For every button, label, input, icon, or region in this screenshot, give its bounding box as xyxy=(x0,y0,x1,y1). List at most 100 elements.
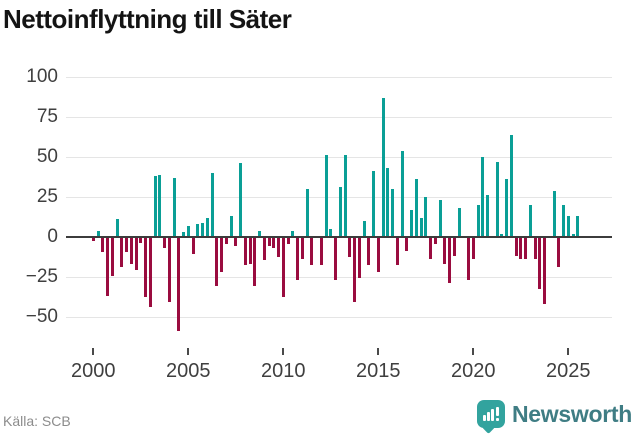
bar-negative xyxy=(367,238,371,266)
bar-negative xyxy=(538,238,542,290)
bar-negative xyxy=(524,238,528,259)
bar-negative xyxy=(253,238,257,286)
bar-positive xyxy=(153,176,157,237)
newsworthy-logo[interactable]: Newsworthy xyxy=(477,400,631,434)
bar-positive xyxy=(343,155,347,237)
icon-exclamation-dot xyxy=(496,418,499,421)
bar-positive xyxy=(391,189,395,237)
bar-positive xyxy=(476,205,480,237)
y-gridline xyxy=(66,276,612,278)
bar-negative xyxy=(272,238,276,248)
bar-positive xyxy=(481,157,485,237)
bar-positive xyxy=(239,163,243,237)
bar-negative xyxy=(471,238,475,259)
bar-positive xyxy=(372,171,376,237)
y-axis-label: −50 xyxy=(25,306,58,327)
bar-negative xyxy=(243,238,247,266)
bar-negative xyxy=(139,238,143,243)
bar-negative xyxy=(224,238,228,245)
icon-bar-small xyxy=(483,415,486,421)
bar-positive xyxy=(229,216,233,237)
bar-positive xyxy=(205,217,209,237)
bar-negative xyxy=(376,238,380,272)
bar-positive xyxy=(438,200,442,237)
bar-positive xyxy=(329,229,333,237)
bar-negative xyxy=(429,238,433,259)
bar-positive xyxy=(338,187,342,237)
bar-positive xyxy=(182,232,186,237)
bar-positive xyxy=(400,150,404,237)
bar-negative xyxy=(319,238,323,266)
bar-negative xyxy=(120,238,124,267)
bar-positive xyxy=(410,209,414,237)
bar-negative xyxy=(443,238,447,264)
bar-positive xyxy=(571,233,575,237)
bar-negative xyxy=(191,238,195,254)
x-axis-tick xyxy=(567,348,570,355)
bar-negative xyxy=(110,238,114,277)
y-axis-label: 50 xyxy=(36,146,58,167)
bar-negative xyxy=(134,238,138,270)
bar-negative xyxy=(144,238,148,298)
bar-positive xyxy=(457,208,461,237)
bar-negative xyxy=(101,238,105,253)
bar-negative xyxy=(300,238,304,259)
bar-negative xyxy=(348,238,352,258)
bar-negative xyxy=(220,238,224,272)
bar-positive xyxy=(528,205,532,237)
bar-positive xyxy=(305,189,309,237)
bar-negative xyxy=(467,238,471,280)
bar-positive xyxy=(210,173,214,237)
bar-negative xyxy=(448,238,452,283)
newsworthy-wordmark: Newsworthy xyxy=(512,401,631,427)
x-axis-tick xyxy=(187,348,190,355)
bar-negative xyxy=(167,238,171,302)
bar-positive xyxy=(381,97,385,237)
icon-bubble-tail xyxy=(482,421,495,434)
bar-negative xyxy=(514,238,518,256)
bar-negative xyxy=(533,238,537,259)
bar-negative xyxy=(234,238,238,246)
x-axis-label: 2025 xyxy=(546,360,591,382)
bar-chart-bubble-icon xyxy=(477,400,505,434)
x-axis-label: 2020 xyxy=(451,360,496,382)
y-axis-label: 100 xyxy=(26,66,58,87)
bar-positive xyxy=(414,179,418,237)
bar-negative xyxy=(286,238,290,245)
y-axis-label: 0 xyxy=(47,226,58,247)
x-axis-tick xyxy=(282,348,285,355)
source-credit: Källa: SCB xyxy=(3,413,71,429)
bar-negative xyxy=(433,238,437,245)
bar-positive xyxy=(419,217,423,237)
bar-negative xyxy=(543,238,547,304)
y-axis-label: 25 xyxy=(36,186,58,207)
bar-negative xyxy=(248,238,252,264)
bar-negative xyxy=(125,238,129,253)
bar-positive xyxy=(424,197,428,237)
bar-negative xyxy=(334,238,338,280)
x-axis-label: 2010 xyxy=(261,360,306,382)
zero-axis-line xyxy=(66,236,612,238)
chart-title: Nettoinflyttning till Säter xyxy=(3,4,292,34)
icon-bar-tall xyxy=(491,409,494,421)
bar-negative xyxy=(405,238,409,251)
x-axis-tick xyxy=(377,348,380,355)
y-axis-label: −25 xyxy=(25,266,58,287)
bar-positive xyxy=(258,230,262,237)
bar-positive xyxy=(196,224,200,237)
bar-negative xyxy=(262,238,266,261)
bar-negative xyxy=(267,238,271,246)
x-axis-tick xyxy=(92,348,95,355)
bar-negative xyxy=(177,238,181,331)
bar-negative xyxy=(129,238,133,264)
x-axis-label: 2015 xyxy=(356,360,401,382)
bar-negative xyxy=(281,238,285,298)
bar-positive xyxy=(324,155,328,237)
bar-positive xyxy=(115,219,119,237)
bar-positive xyxy=(386,168,390,237)
bar-negative xyxy=(557,238,561,267)
bar-negative xyxy=(353,238,357,302)
bar-positive xyxy=(500,233,504,237)
bar-negative xyxy=(296,238,300,280)
bar-negative xyxy=(395,238,399,266)
